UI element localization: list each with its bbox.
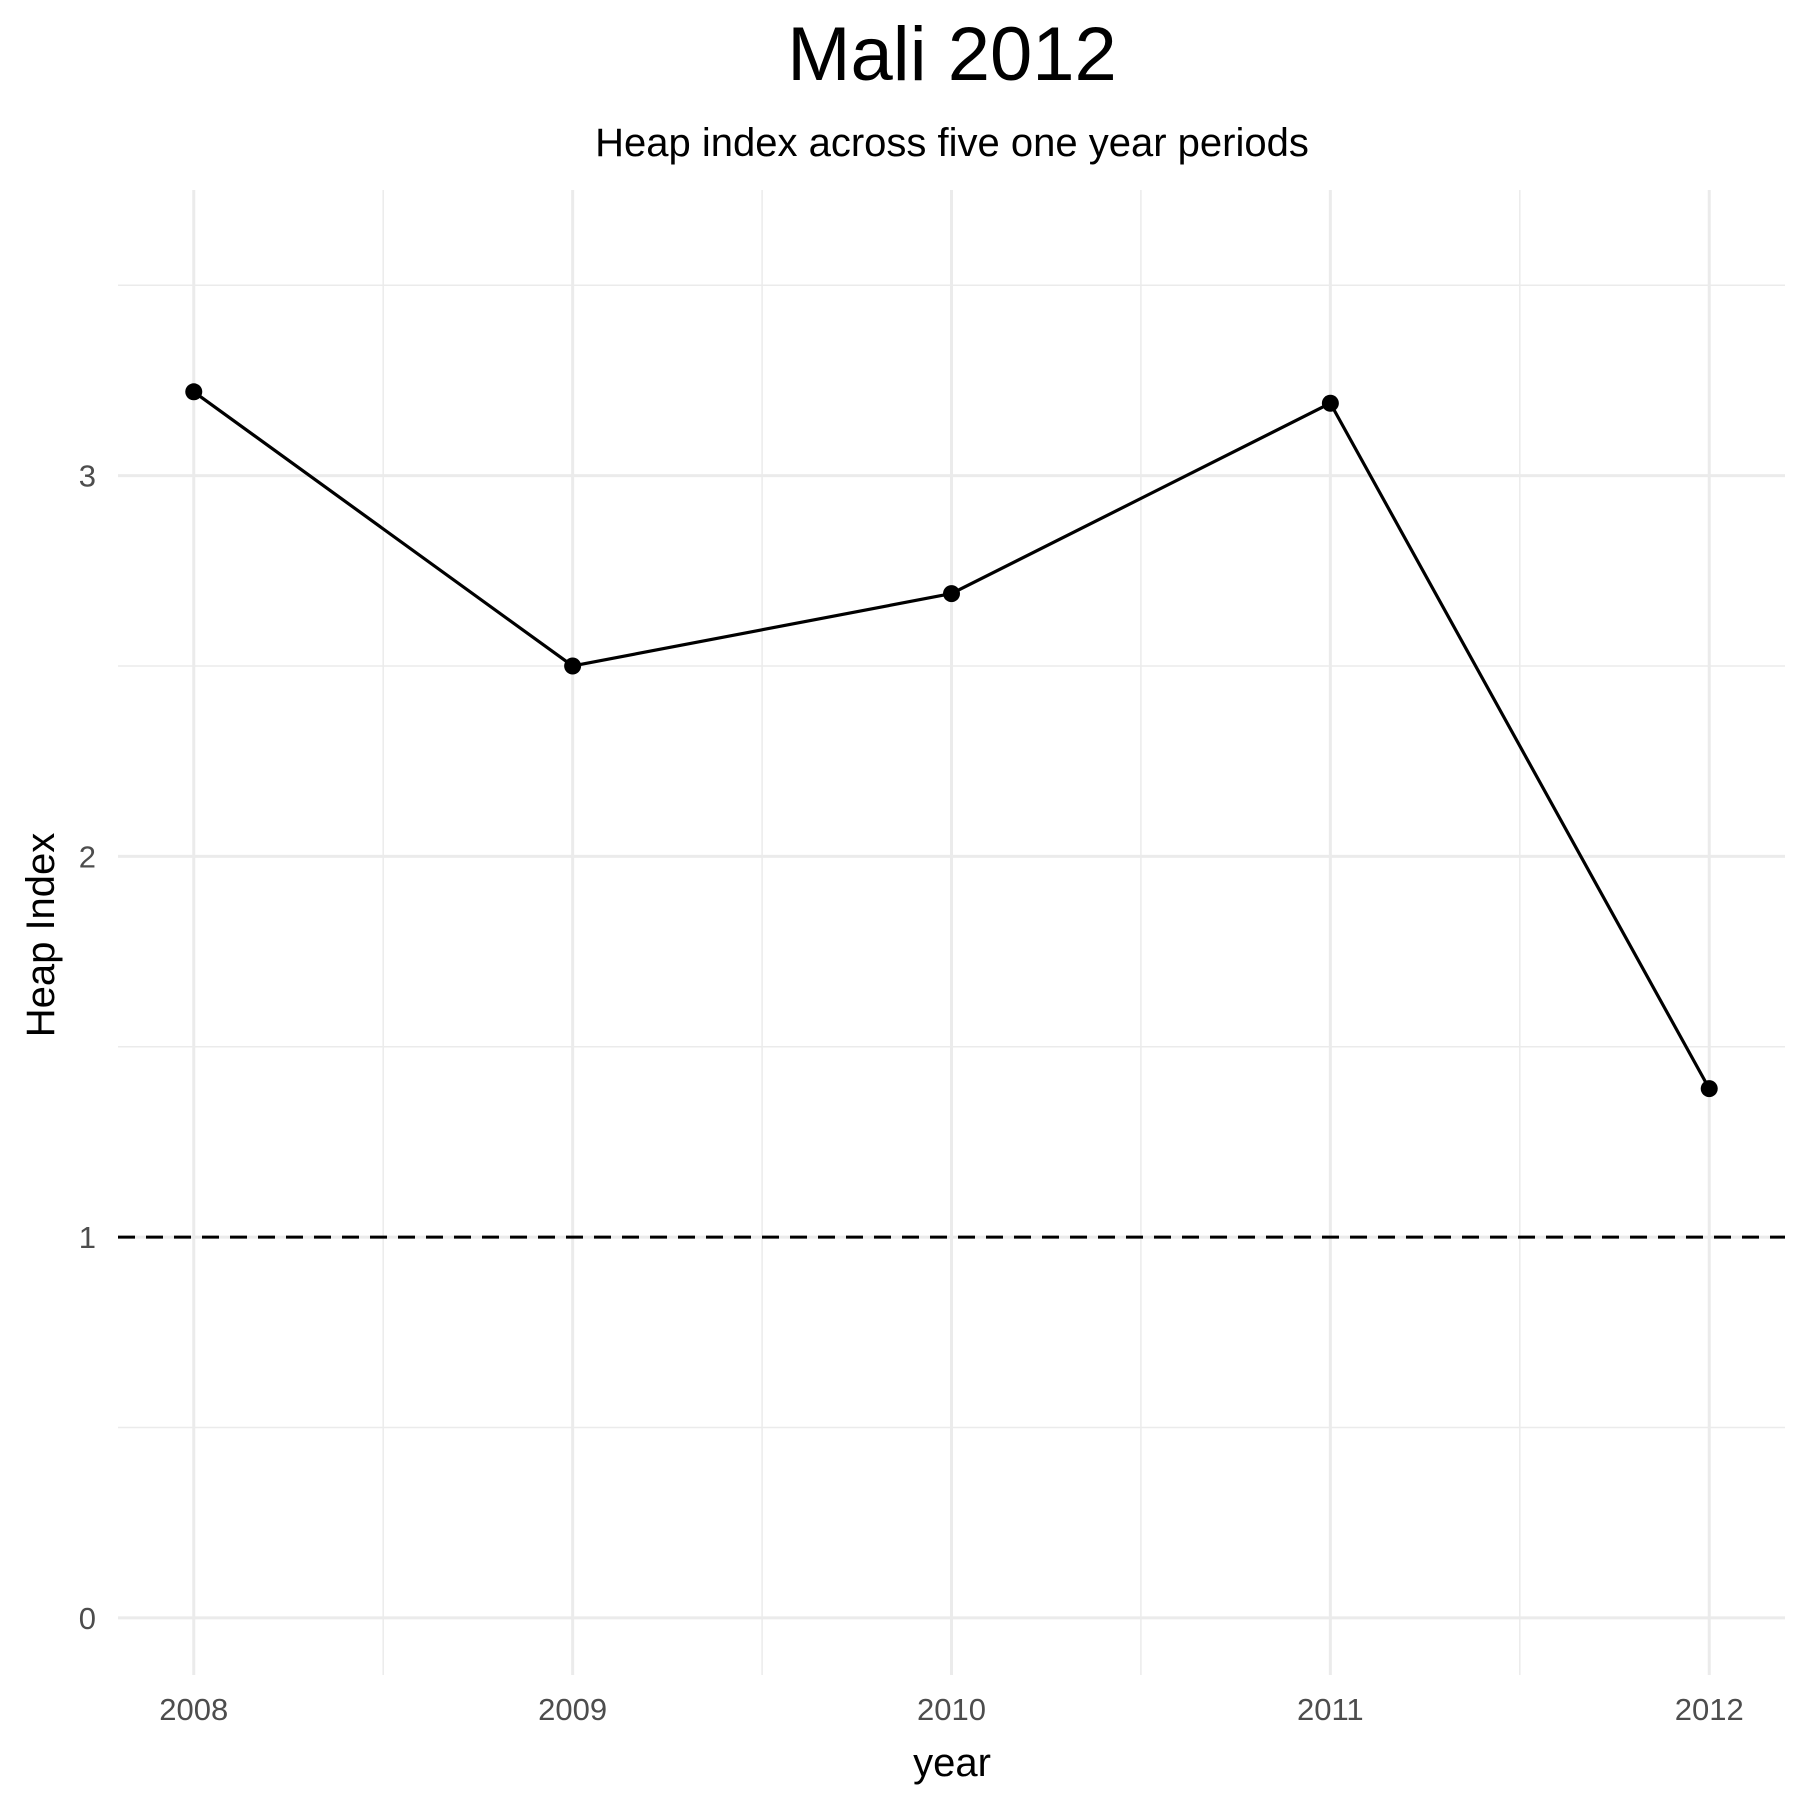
data-point <box>1700 1080 1718 1098</box>
x-tick-label: 2011 <box>1297 1692 1364 1727</box>
grid-lines <box>118 190 1785 1675</box>
chart-subtitle: Heap index across five one year periods <box>595 121 1309 165</box>
x-tick-label: 2010 <box>917 1692 986 1727</box>
x-tick-label: 2008 <box>159 1692 228 1727</box>
data-point <box>564 657 582 675</box>
y-tick-label: 2 <box>79 839 96 874</box>
x-axis-ticks: 2008 2009 2010 2011 2012 <box>159 1692 1743 1727</box>
data-point <box>943 585 960 603</box>
y-tick-label: 3 <box>79 459 96 494</box>
data-point <box>1321 394 1339 412</box>
y-axis-title: Heap Index <box>19 833 63 1038</box>
chart-title: Mali 2012 <box>787 12 1117 97</box>
x-tick-label: 2012 <box>1675 1692 1744 1727</box>
x-tick-label: 2009 <box>538 1692 607 1727</box>
series-group <box>185 383 1718 1098</box>
data-point <box>185 383 203 401</box>
y-axis-ticks: 0 1 2 3 <box>79 459 96 1636</box>
y-tick-label: 1 <box>79 1220 96 1255</box>
x-axis-title: year <box>913 1741 991 1785</box>
y-tick-label: 0 <box>79 1601 96 1636</box>
